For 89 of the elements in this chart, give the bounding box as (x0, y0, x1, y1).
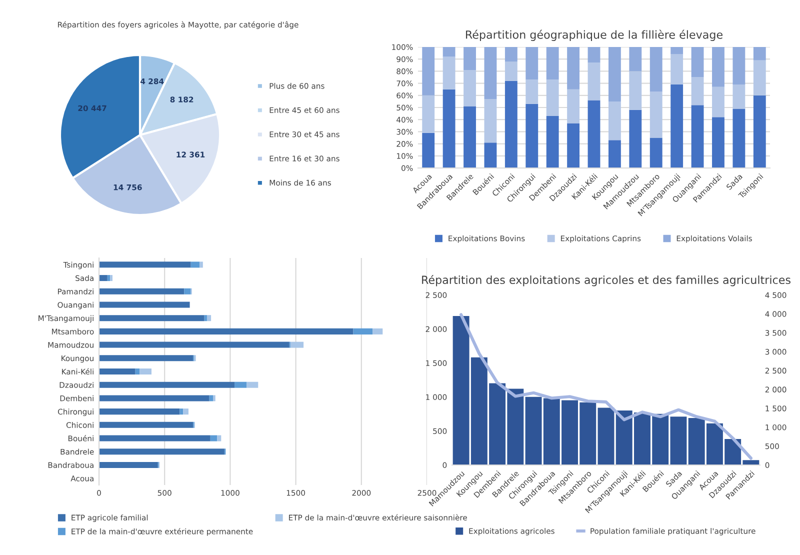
bar (99, 435, 210, 442)
bar (629, 47, 642, 72)
bar (99, 355, 194, 362)
bar (546, 80, 559, 116)
bar (442, 56, 456, 90)
bar (629, 110, 642, 168)
bar (464, 70, 476, 106)
bar (691, 47, 704, 78)
bar (504, 80, 518, 168)
bar (629, 71, 642, 110)
bar (99, 342, 290, 348)
bar (99, 462, 158, 468)
bar (650, 92, 662, 138)
bar (650, 138, 662, 168)
bar (691, 77, 704, 106)
bar (107, 275, 110, 282)
bar (99, 382, 235, 388)
bar (753, 60, 766, 96)
bar (504, 47, 518, 62)
bar (464, 106, 476, 168)
bar (190, 262, 200, 268)
bar (135, 368, 140, 375)
bar (608, 140, 621, 168)
bar (650, 47, 662, 92)
bar (99, 262, 191, 268)
bar (712, 86, 724, 118)
bar (234, 382, 247, 388)
bar (484, 99, 497, 143)
bar (588, 100, 600, 168)
bar (753, 47, 766, 60)
bar (567, 123, 580, 168)
bar (712, 117, 724, 168)
bar (546, 116, 559, 168)
bar (608, 101, 621, 140)
bar (504, 62, 518, 81)
bar (608, 47, 621, 102)
bar (183, 408, 188, 415)
bar (209, 395, 214, 402)
bar (99, 422, 194, 428)
bar (732, 84, 746, 109)
bar (670, 84, 684, 168)
bar (372, 328, 383, 334)
bar (99, 368, 136, 375)
bar (99, 328, 354, 334)
bar (484, 47, 497, 100)
bar (99, 395, 210, 402)
line-series (460, 313, 752, 460)
bar (712, 47, 724, 87)
bar (99, 288, 184, 294)
bar (184, 288, 191, 294)
bar (290, 342, 304, 348)
bar (670, 47, 684, 54)
bar (422, 132, 435, 168)
bar (99, 275, 108, 282)
bar (99, 315, 204, 322)
bar (204, 315, 207, 322)
bar (526, 104, 538, 168)
bar (422, 47, 435, 96)
bar (526, 80, 538, 104)
bar (442, 47, 456, 57)
bar (200, 262, 203, 268)
bar (567, 47, 580, 90)
bar (99, 448, 224, 455)
bar (140, 368, 152, 375)
bar (484, 142, 497, 168)
bar (206, 315, 212, 322)
bar (246, 382, 258, 388)
chart-title: Répartition géographique de la fillière élevage (466, 30, 722, 41)
bar (588, 47, 600, 63)
bar (732, 108, 746, 168)
bar (546, 47, 559, 80)
bar (526, 47, 538, 80)
bar (353, 328, 373, 334)
bar (99, 302, 190, 308)
bar (588, 62, 600, 100)
bar (753, 95, 766, 168)
bar (180, 408, 184, 415)
bar (442, 89, 456, 168)
bar (732, 47, 746, 85)
bar (99, 408, 180, 415)
bar (691, 105, 704, 168)
bar (670, 54, 684, 85)
bar (110, 275, 113, 282)
bar (567, 89, 580, 124)
chart-title: Répartition des exploitations agricoles et des familles agricultrices (422, 275, 790, 286)
bar (422, 95, 435, 133)
bar (210, 435, 218, 442)
bar (217, 435, 222, 442)
bar (464, 47, 476, 70)
